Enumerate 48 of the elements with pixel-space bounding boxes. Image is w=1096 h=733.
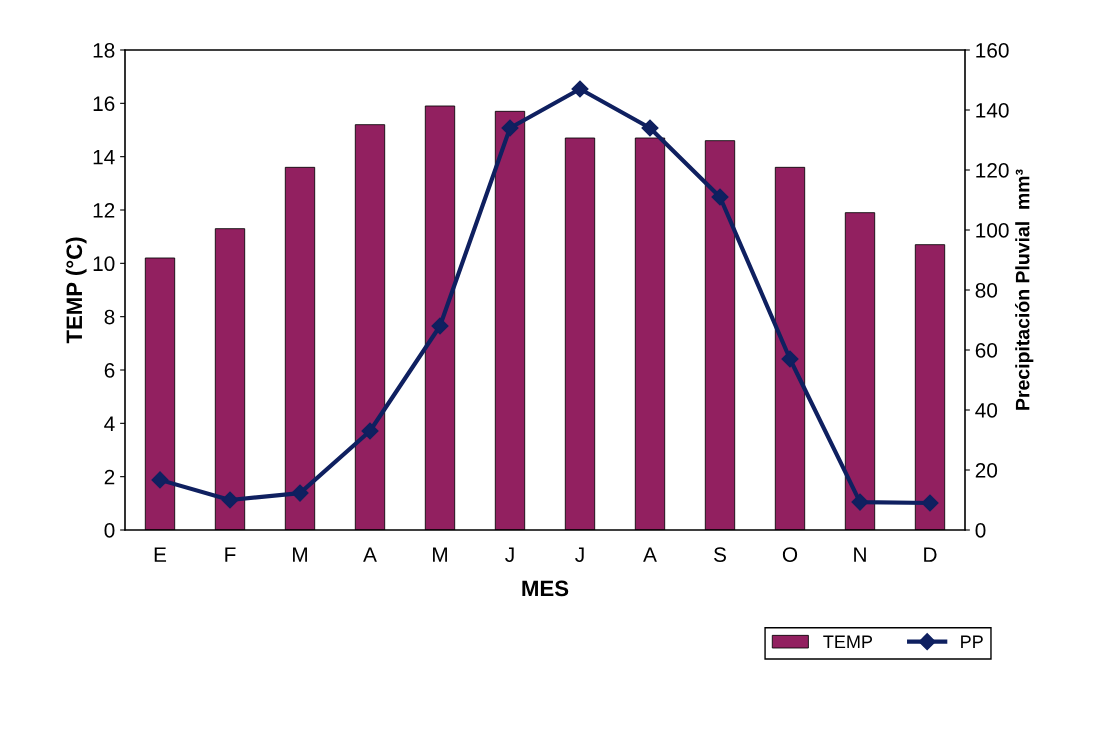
- y2-tick-label: 40: [975, 403, 998, 418]
- y-tick-label: 18: [93, 43, 115, 58]
- y-tick-label: 6: [104, 363, 115, 378]
- y2-tick-label: 160: [976, 43, 1009, 58]
- x-tick-label: M: [433, 547, 447, 562]
- x-tick-label: J: [575, 547, 584, 562]
- point: [641, 119, 659, 137]
- y-tick-label: 8: [104, 309, 115, 325]
- y2-tick-label: 0: [975, 523, 986, 538]
- point: [851, 493, 869, 511]
- point: [221, 491, 239, 509]
- x-axis-title: MES: [522, 580, 569, 597]
- legend-label: PP: [961, 635, 983, 648]
- x-tick-label: S: [714, 547, 726, 562]
- x-tick-label: O: [782, 547, 798, 562]
- y2-tick-label: 80: [975, 283, 998, 298]
- x-tick-label: M: [293, 547, 307, 562]
- point: [501, 119, 519, 137]
- legend-label: TEMP: [823, 635, 873, 648]
- y2-axis-title: Precipitación Pluvial mm³: [1015, 169, 1034, 410]
- x-tick-label: D: [924, 547, 937, 562]
- point: [431, 317, 449, 335]
- y2-tick-label: 100: [976, 223, 1009, 238]
- x-tick-label: N: [854, 547, 866, 562]
- point: [361, 422, 379, 440]
- x-tick-label: J: [505, 547, 514, 562]
- point: [921, 494, 939, 512]
- y-tick-label: 12: [93, 203, 115, 218]
- point: [711, 188, 729, 206]
- y2-tick-label: 120: [976, 163, 1009, 178]
- y2-tick-label: 20: [975, 463, 998, 478]
- y2-tick-label: 60: [975, 343, 998, 358]
- y-tick-label: 14: [93, 149, 115, 165]
- y2-tick-label: 140: [976, 103, 1009, 118]
- x-tick-label: F: [225, 547, 236, 562]
- point: [781, 350, 799, 368]
- point: [291, 484, 309, 502]
- point: [151, 471, 169, 489]
- x-tick-label: A: [643, 547, 657, 562]
- x-tick-label: A: [363, 547, 377, 562]
- y-tick-label: 10: [93, 256, 115, 272]
- y-tick-label: 0: [104, 523, 115, 538]
- x-tick-label: E: [154, 547, 167, 562]
- y-axis-title: TEMP (°C): [65, 237, 87, 344]
- y-tick-label: 4: [104, 416, 115, 431]
- y-tick-label: 16: [93, 96, 115, 112]
- point: [571, 80, 589, 98]
- y-tick-label: 2: [104, 469, 115, 485]
